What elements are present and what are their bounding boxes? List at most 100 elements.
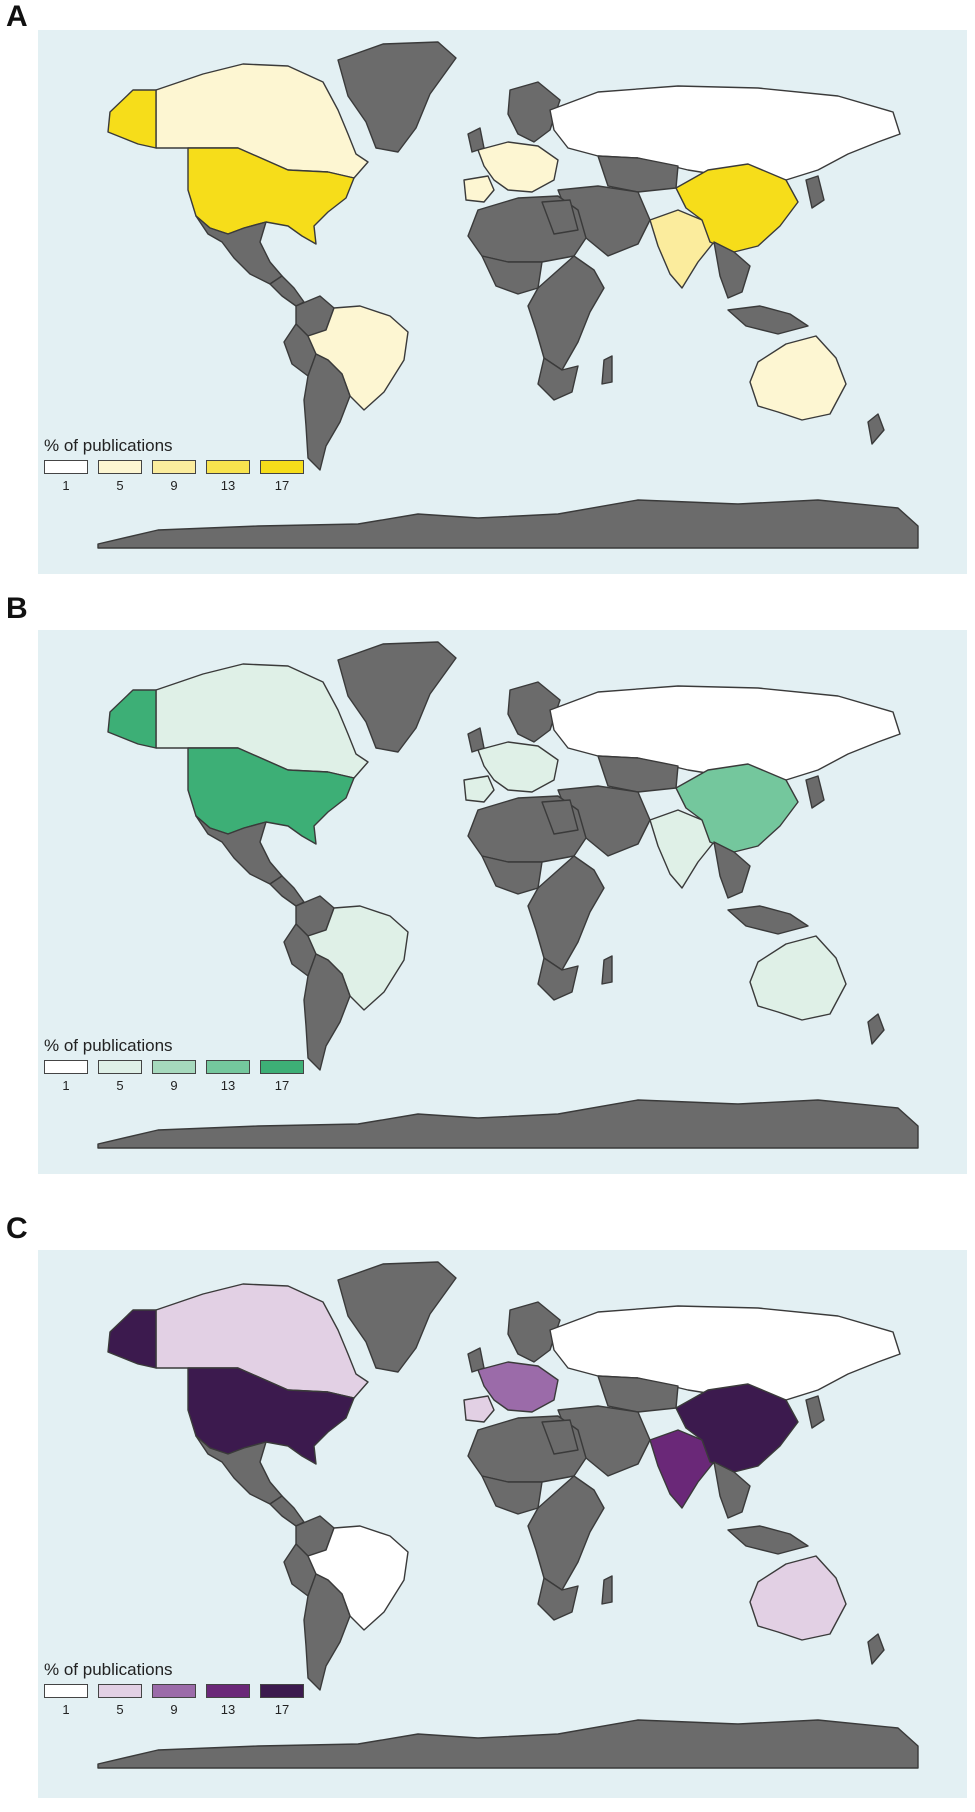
country-argentina — [303, 1573, 351, 1691]
legend-swatch-5 — [98, 460, 142, 474]
country-india — [649, 809, 715, 889]
legend-tick: 9 — [170, 478, 178, 493]
country-russia — [549, 85, 901, 181]
legend-tick: 13 — [220, 478, 236, 493]
country-uk — [467, 127, 485, 153]
country-argentina — [303, 353, 351, 471]
country-china — [675, 1383, 799, 1473]
country-egypt — [541, 199, 579, 235]
country-scandinavia — [507, 81, 561, 143]
country-australia — [749, 335, 847, 421]
country-china — [675, 163, 799, 253]
country-greenland — [337, 41, 457, 153]
country-europe — [477, 141, 559, 193]
country-egypt — [541, 799, 579, 835]
country-cafrica — [527, 1475, 605, 1591]
legend-tick: 5 — [116, 478, 124, 493]
country-safrica — [537, 957, 579, 1001]
country-scandinavia — [507, 681, 561, 743]
legend-tick: 5 — [116, 1078, 124, 1093]
legend-swatch-1 — [44, 1060, 88, 1074]
legend-tick: 13 — [220, 1702, 236, 1717]
country-madagascar — [601, 955, 613, 985]
country-seasia — [713, 241, 751, 299]
legend-tick: 17 — [274, 478, 290, 493]
country-egypt — [541, 1419, 579, 1455]
country-india — [649, 209, 715, 289]
country-argentina — [303, 953, 351, 1071]
legend-swatch-17 — [260, 460, 304, 474]
panel-a-letter: A — [6, 0, 28, 33]
legend-swatch-5 — [98, 1684, 142, 1698]
country-greenland — [337, 641, 457, 753]
country-japan — [805, 1395, 825, 1429]
legend-swatch-1 — [44, 460, 88, 474]
country-centralam — [269, 875, 305, 907]
country-newzealand — [867, 413, 885, 445]
country-madagascar — [601, 1575, 613, 1605]
country-scandinavia — [507, 1301, 561, 1363]
world-map-a — [97, 41, 919, 549]
country-antarctica — [97, 1099, 919, 1149]
panel-b-letter: B — [6, 592, 28, 625]
legend-swatch-17 — [260, 1060, 304, 1074]
country-safrica — [537, 357, 579, 401]
country-madagascar — [601, 355, 613, 385]
legend-c: % of publications 1 5 9 13 17 — [44, 1660, 304, 1717]
country-antarctica — [97, 1719, 919, 1769]
legend-swatch-9 — [152, 1060, 196, 1074]
country-newzealand — [867, 1633, 885, 1665]
country-seasia — [713, 841, 751, 899]
country-mexico — [195, 815, 283, 885]
country-centralam — [269, 1495, 305, 1527]
legend-swatch-17 — [260, 1684, 304, 1698]
legend-tick: 5 — [116, 1702, 124, 1717]
legend-swatch-5 — [98, 1060, 142, 1074]
country-alaska — [107, 1309, 157, 1369]
legend-swatch-13 — [206, 1060, 250, 1074]
country-spain — [463, 1395, 495, 1423]
panel-b-map: % of publications 1 5 9 13 17 — [38, 630, 967, 1174]
country-indonesia — [727, 905, 809, 935]
legend-tick: 1 — [62, 1702, 70, 1717]
world-map-b — [97, 641, 919, 1149]
country-russia — [549, 1305, 901, 1401]
country-wafrica — [481, 255, 543, 295]
legend-title: % of publications — [44, 436, 173, 455]
country-newzealand — [867, 1013, 885, 1045]
country-australia — [749, 935, 847, 1021]
legend-swatch-9 — [152, 1684, 196, 1698]
country-spain — [463, 775, 495, 803]
legend-tick: 13 — [220, 1078, 236, 1093]
country-seasia — [713, 1461, 751, 1519]
country-indonesia — [727, 305, 809, 335]
country-uk — [467, 727, 485, 753]
country-wafrica — [481, 855, 543, 895]
country-safrica — [537, 1577, 579, 1621]
world-map-c — [97, 1261, 919, 1769]
panel-c-letter: C — [6, 1212, 28, 1245]
legend-tick: 9 — [170, 1078, 178, 1093]
country-cafrica — [527, 255, 605, 371]
legend-b: % of publications 1 5 9 13 17 — [44, 1036, 304, 1093]
country-alaska — [107, 689, 157, 749]
country-india — [649, 1429, 715, 1509]
legend-tick: 17 — [274, 1078, 290, 1093]
legend-tick: 17 — [274, 1702, 290, 1717]
country-cafrica — [527, 855, 605, 971]
legend-a: % of publications 1 5 9 13 17 — [44, 436, 304, 493]
panel-a-map: % of publications 1 5 9 13 17 — [38, 30, 967, 574]
legend-tick: 1 — [62, 478, 70, 493]
country-spain — [463, 175, 495, 203]
country-alaska — [107, 89, 157, 149]
country-wafrica — [481, 1475, 543, 1515]
country-mexico — [195, 215, 283, 285]
country-europe — [477, 1361, 559, 1413]
legend-swatch-13 — [206, 1684, 250, 1698]
country-mexico — [195, 1435, 283, 1505]
country-indonesia — [727, 1525, 809, 1555]
legend-title: % of publications — [44, 1660, 173, 1679]
country-uk — [467, 1347, 485, 1373]
legend-title: % of publications — [44, 1036, 173, 1055]
country-antarctica — [97, 499, 919, 549]
